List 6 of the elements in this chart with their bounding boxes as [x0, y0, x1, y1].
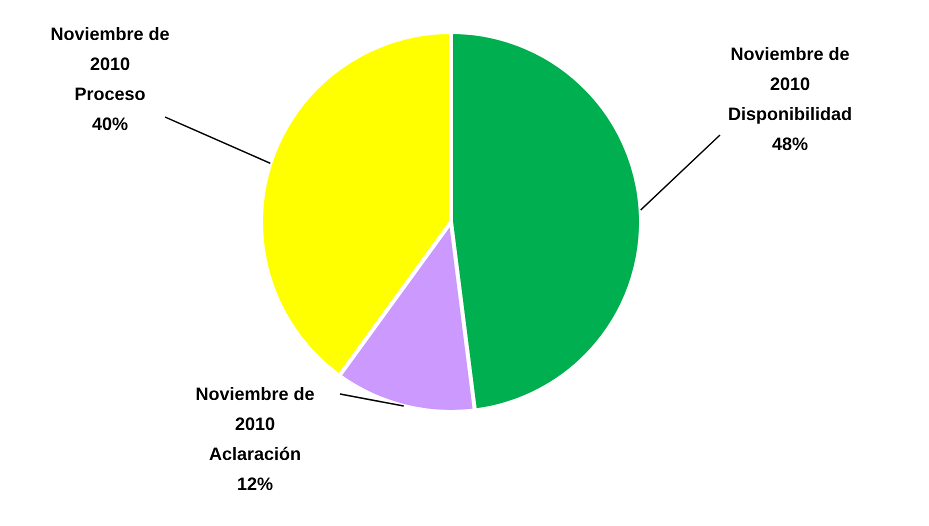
- slice-label: Noviembre de 2010 Proceso: [50, 24, 170, 104]
- data-label: 48%: [772, 134, 808, 154]
- data-label: 12%: [236, 474, 274, 494]
- slice-label: Noviembre de 2010 Aclaración: [195, 384, 315, 464]
- data-label: 40%: [92, 114, 128, 134]
- slice-label: Noviembre de 2010 Disponibilidad: [728, 44, 852, 124]
